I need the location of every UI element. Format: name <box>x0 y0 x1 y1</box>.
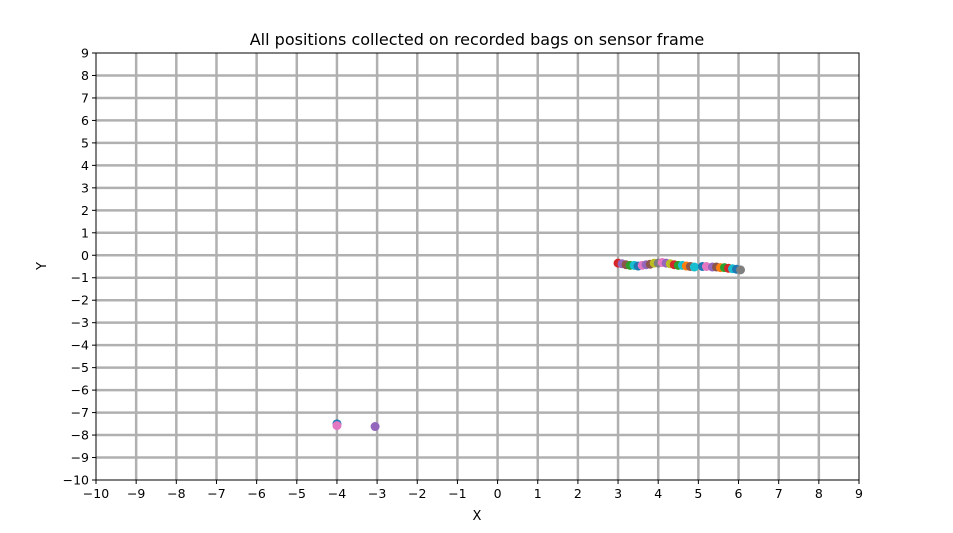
x-tick-label: 6 <box>735 486 743 501</box>
y-tick-label: 6 <box>81 113 89 128</box>
x-tick-label: 4 <box>654 486 662 501</box>
x-tick-label: −9 <box>127 486 145 501</box>
data-point <box>689 262 699 272</box>
x-tick-label: −10 <box>83 486 109 501</box>
x-tick-label: −8 <box>167 486 185 501</box>
y-axis-label: Y <box>35 262 50 271</box>
x-tick-label: −3 <box>368 486 386 501</box>
y-tick-label: −10 <box>63 473 89 488</box>
plot-area-frame <box>95 52 860 481</box>
grid <box>96 53 859 480</box>
y-tick-label: −3 <box>71 315 89 330</box>
y-tick-label: −5 <box>71 360 89 375</box>
y-tick-label: 5 <box>81 135 89 150</box>
x-tick-label: −2 <box>408 486 426 501</box>
y-tick-label: −4 <box>71 338 89 353</box>
data-points <box>332 257 746 432</box>
x-tick-label: 1 <box>534 486 542 501</box>
x-tick-label: 5 <box>694 486 702 501</box>
y-tick-label: 8 <box>81 68 89 83</box>
y-tick-label: 1 <box>81 225 89 240</box>
x-tick-label: 9 <box>855 486 863 501</box>
data-point <box>332 421 342 431</box>
x-tick-label: −6 <box>247 486 265 501</box>
x-tick-label: 8 <box>815 486 823 501</box>
x-tick-label: 0 <box>494 486 502 501</box>
x-tick-label: 2 <box>574 486 582 501</box>
y-tick-label: −9 <box>71 450 89 465</box>
x-tick-label: 7 <box>775 486 783 501</box>
data-point <box>736 265 746 275</box>
x-axis-label: X <box>473 509 482 524</box>
x-tick-label: −5 <box>288 486 306 501</box>
y-tick-label: −6 <box>71 383 89 398</box>
y-tick-label: 9 <box>81 46 89 61</box>
y-tick-label: 3 <box>81 180 89 195</box>
y-tick-label: 7 <box>81 90 89 105</box>
y-tick-label: −1 <box>71 270 89 285</box>
y-tick-label: 4 <box>81 158 89 173</box>
y-tick-label: −8 <box>71 428 89 443</box>
chart-title: All positions collected on recorded bags… <box>250 30 705 49</box>
y-tick-label: 0 <box>81 248 89 263</box>
x-axis-ticks: −10 −9 −8 −7 −6 −5 −4 −3 −2 −1 0 1 2 3 4 5 6 7 8 9 <box>83 480 863 501</box>
x-tick-label: −4 <box>328 486 346 501</box>
x-tick-label: 3 <box>614 486 622 501</box>
x-tick-label: −1 <box>448 486 466 501</box>
x-tick-label: −7 <box>207 486 225 501</box>
y-tick-label: −2 <box>71 293 89 308</box>
y-tick-label: −7 <box>71 405 89 420</box>
data-point <box>370 422 380 432</box>
y-tick-label: 2 <box>81 203 89 218</box>
